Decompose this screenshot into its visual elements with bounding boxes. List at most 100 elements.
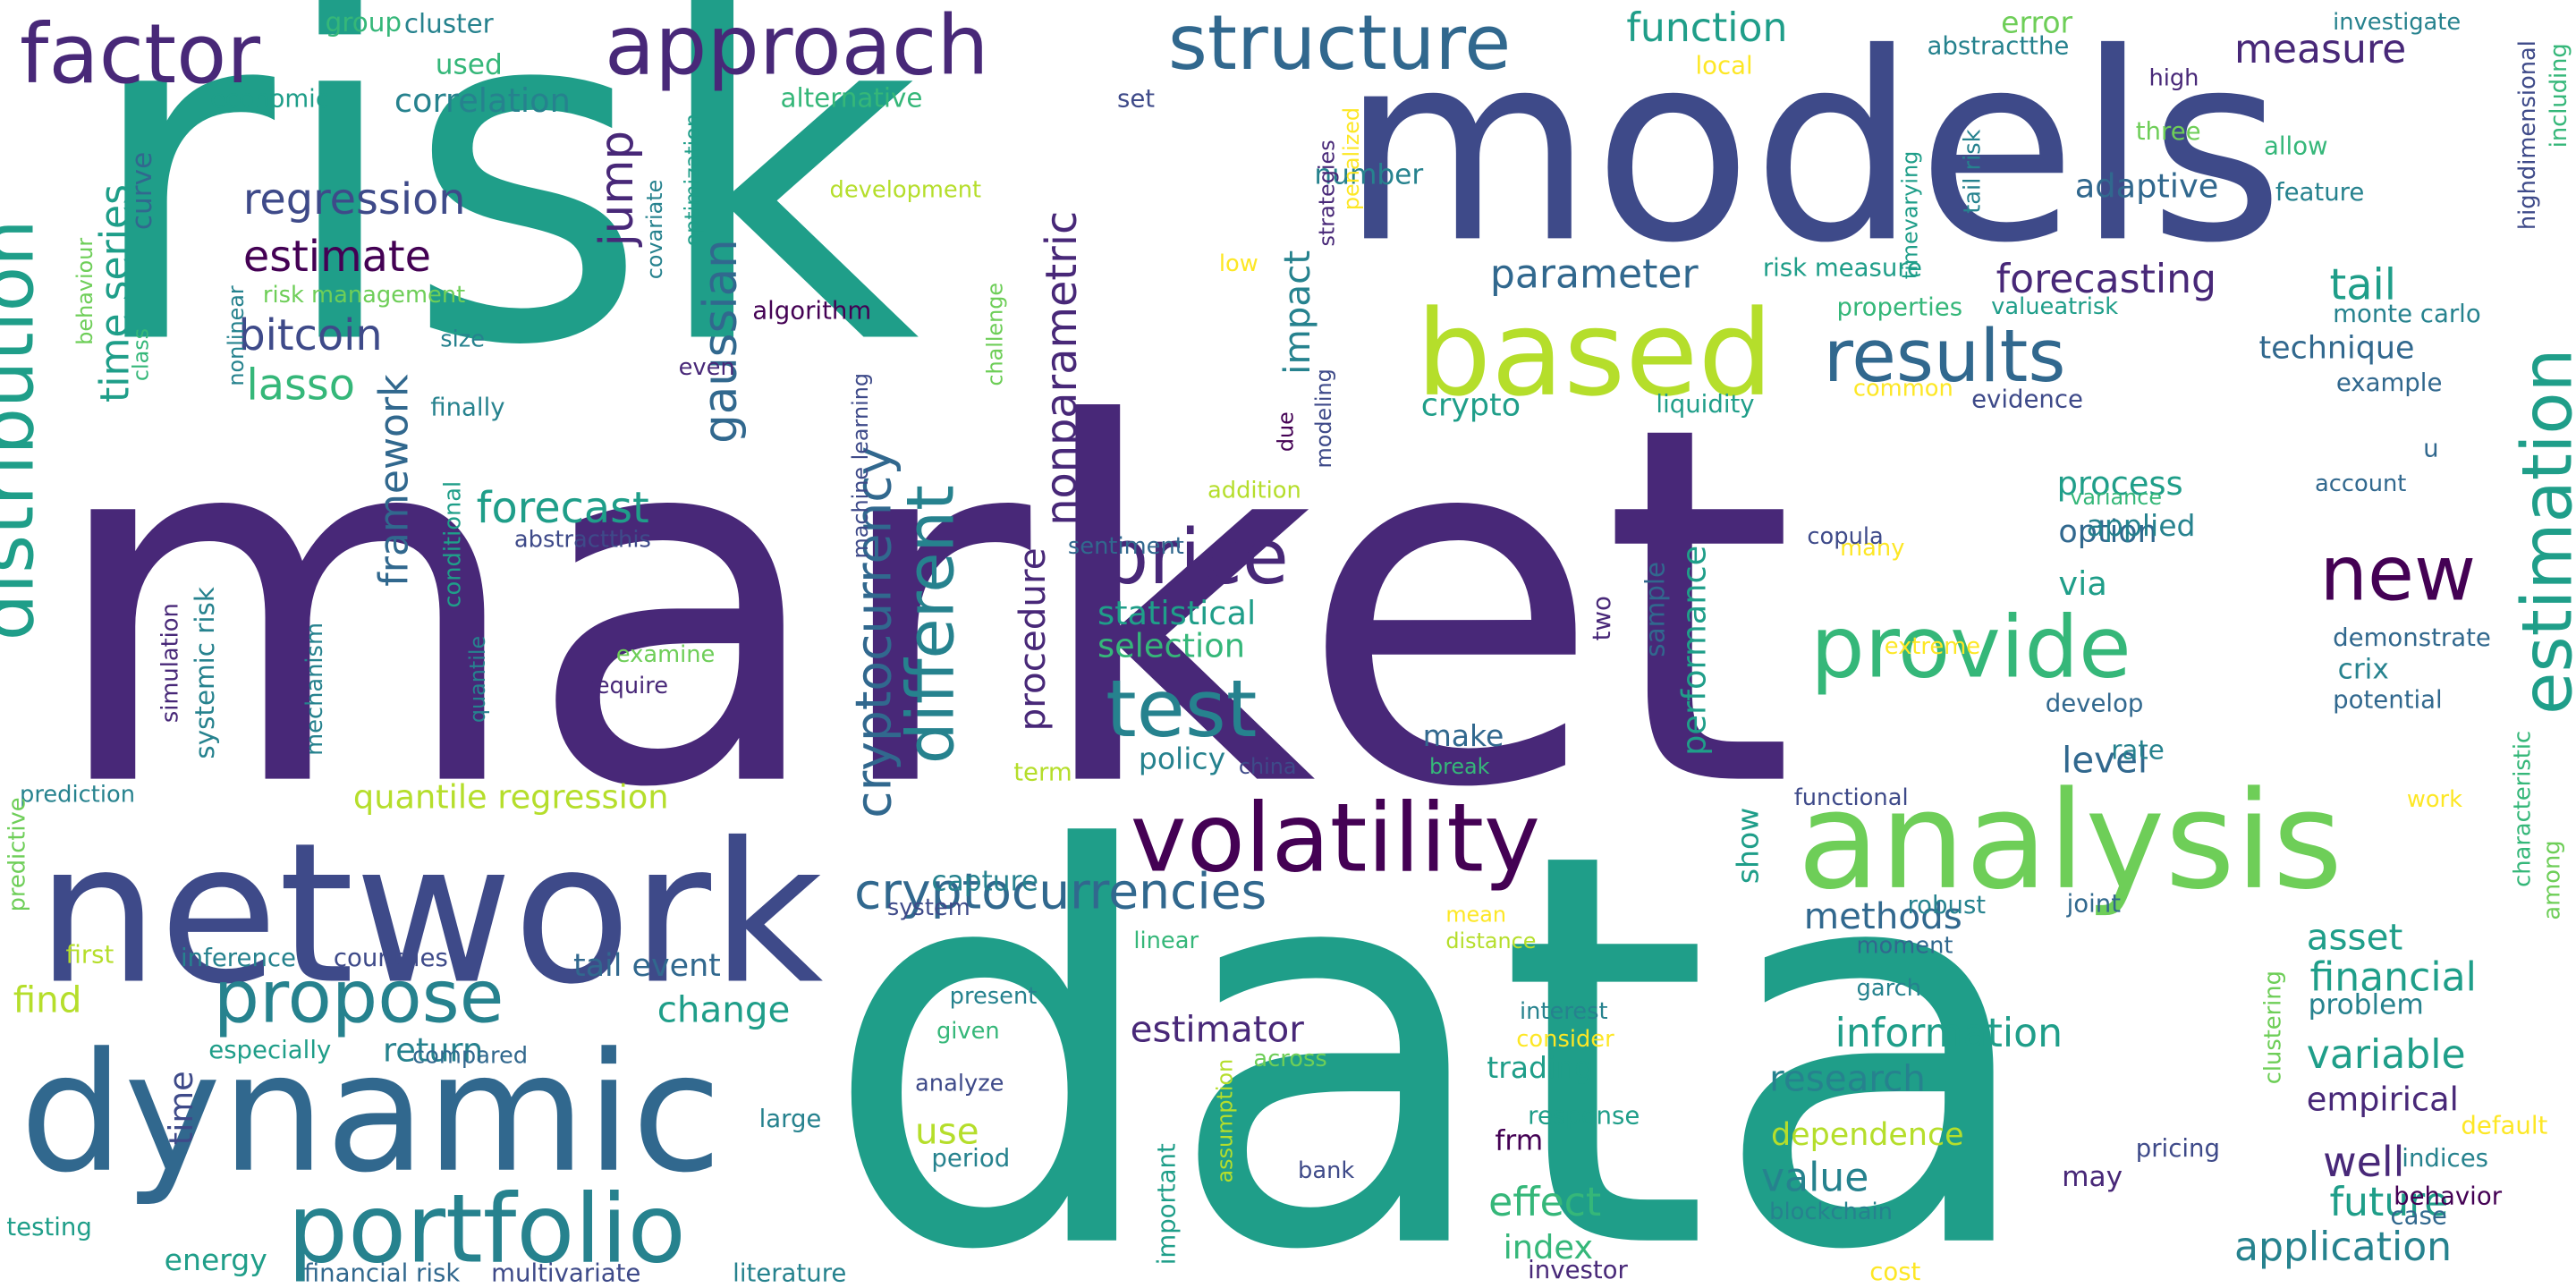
word-selection: selection — [1097, 627, 1245, 665]
word-alternative: alternative — [780, 82, 922, 113]
word-evidence: evidence — [1971, 386, 2083, 414]
word-pricing: pricing — [2136, 1134, 2220, 1163]
word-economic: economic — [210, 84, 329, 113]
word-well: well — [2323, 1138, 2404, 1186]
word-including: including — [2546, 43, 2572, 148]
word-nonparametric: nonparametric — [1038, 211, 1087, 526]
word-models: models — [1341, 0, 2284, 300]
word-bitcoin: bitcoin — [238, 311, 382, 360]
word-new: new — [2319, 530, 2476, 617]
word-indices: indices — [2402, 1144, 2488, 1173]
word-portfolio: portfolio — [287, 1174, 685, 1285]
word-properties: properties — [1836, 293, 1962, 322]
word-many: many — [1840, 535, 1904, 562]
word-demonstrate: demonstrate — [2333, 623, 2491, 652]
word-time-series: time series — [92, 184, 138, 402]
word-frm: frm — [1495, 1125, 1543, 1157]
word-even: even — [679, 354, 735, 381]
word-based: based — [1416, 285, 1773, 423]
word-especially: especially — [208, 1036, 331, 1064]
word-garch: garch — [1857, 975, 1921, 1002]
word-research: research — [1769, 1057, 1926, 1100]
word-monte-carlo: monte carlo — [2333, 300, 2481, 328]
word-measure: measure — [2234, 27, 2406, 72]
word-moment: moment — [1857, 932, 1953, 959]
word-break: break — [1429, 754, 1490, 779]
word-system: system — [887, 894, 970, 921]
word-blockchain: blockchain — [1769, 1199, 1893, 1225]
word-finally: finally — [430, 394, 504, 422]
word-show: show — [1730, 808, 1765, 884]
word-first: first — [65, 940, 114, 969]
word-option: option — [2058, 514, 2157, 550]
word-require: require — [587, 673, 668, 699]
word-curve: curve — [126, 152, 158, 230]
word-financial: financial — [2309, 955, 2476, 1001]
word-development: development — [830, 176, 982, 203]
word-performance: performance — [1675, 546, 1714, 756]
word-default: default — [2461, 1111, 2547, 1140]
word-due: due — [1274, 411, 1299, 452]
word-analyze: analyze — [915, 1071, 1004, 1097]
word-covariate: covariate — [642, 180, 667, 280]
word-impact: impact — [1275, 250, 1318, 375]
word-framework: framework — [372, 374, 418, 587]
word-modeling: modeling — [1311, 369, 1336, 468]
word-adaptive: adaptive — [2075, 166, 2219, 205]
word-consider: consider — [1516, 1026, 1614, 1053]
word-estimator: estimator — [1131, 1007, 1305, 1050]
word-empirical: empirical — [2307, 1080, 2459, 1119]
word-high: high — [2148, 65, 2199, 92]
word-highdimensional: highdimensional — [2514, 40, 2541, 230]
word-variable: variable — [2307, 1032, 2466, 1078]
word-energy: energy — [165, 1242, 267, 1277]
word-penalized: penalized — [1339, 107, 1364, 210]
word-risk-measure: risk measure — [1763, 254, 1922, 283]
word-response: response — [1528, 1101, 1640, 1130]
word-tail-risk: tail risk — [1959, 129, 1986, 213]
word-forecasting: forecasting — [1996, 257, 2216, 302]
word-trading: trading — [1487, 1050, 1593, 1085]
word-local: local — [1696, 52, 1753, 80]
word-china: china — [1239, 754, 1297, 779]
word-financial-risk: financial risk — [304, 1259, 461, 1288]
word-large: large — [759, 1105, 822, 1133]
word-tail: tail — [2329, 260, 2396, 309]
word-use: use — [915, 1109, 979, 1152]
word-copula: copula — [1807, 523, 1883, 550]
word-simulation: simulation — [157, 603, 183, 723]
word-provide: provide — [1810, 597, 2131, 698]
word-index: index — [1504, 1228, 1593, 1267]
word-crix: crix — [2338, 654, 2389, 686]
word-machine-learning: machine learning — [848, 373, 873, 558]
word-sentiment: sentiment — [1068, 533, 1184, 560]
word-future: future — [2329, 1180, 2448, 1225]
word-two: two — [1588, 596, 1616, 640]
word-feature: feature — [2275, 178, 2364, 207]
word-price: price — [1101, 513, 1289, 601]
word-information: information — [1835, 1011, 2063, 1056]
word-via: via — [2058, 564, 2106, 603]
word-statistical: statistical — [1097, 594, 1256, 632]
word-investigate: investigate — [2333, 9, 2461, 36]
word-sample: sample — [1640, 562, 1671, 657]
word-prediction: prediction — [20, 781, 135, 808]
word-may: may — [2062, 1161, 2123, 1193]
word-cryptocurrencies: cryptocurrencies — [854, 863, 1267, 920]
word-term: term — [1013, 758, 1072, 786]
word-test: test — [1106, 663, 1257, 755]
word-multivariate: multivariate — [491, 1259, 640, 1288]
word-testing: testing — [6, 1213, 92, 1241]
word-distribution: distribution — [0, 219, 51, 640]
word-quantile: quantile — [465, 636, 490, 723]
word-number: number — [1314, 159, 1423, 191]
word-countries: countries — [334, 944, 448, 972]
word-algorithm: algorithm — [752, 296, 871, 325]
word-optimization: optimization — [680, 114, 705, 246]
word-assumption: assumption — [1213, 1059, 1238, 1183]
word-inference: inference — [181, 944, 296, 972]
word-application: application — [2234, 1224, 2452, 1270]
word-network: network — [36, 802, 823, 1028]
